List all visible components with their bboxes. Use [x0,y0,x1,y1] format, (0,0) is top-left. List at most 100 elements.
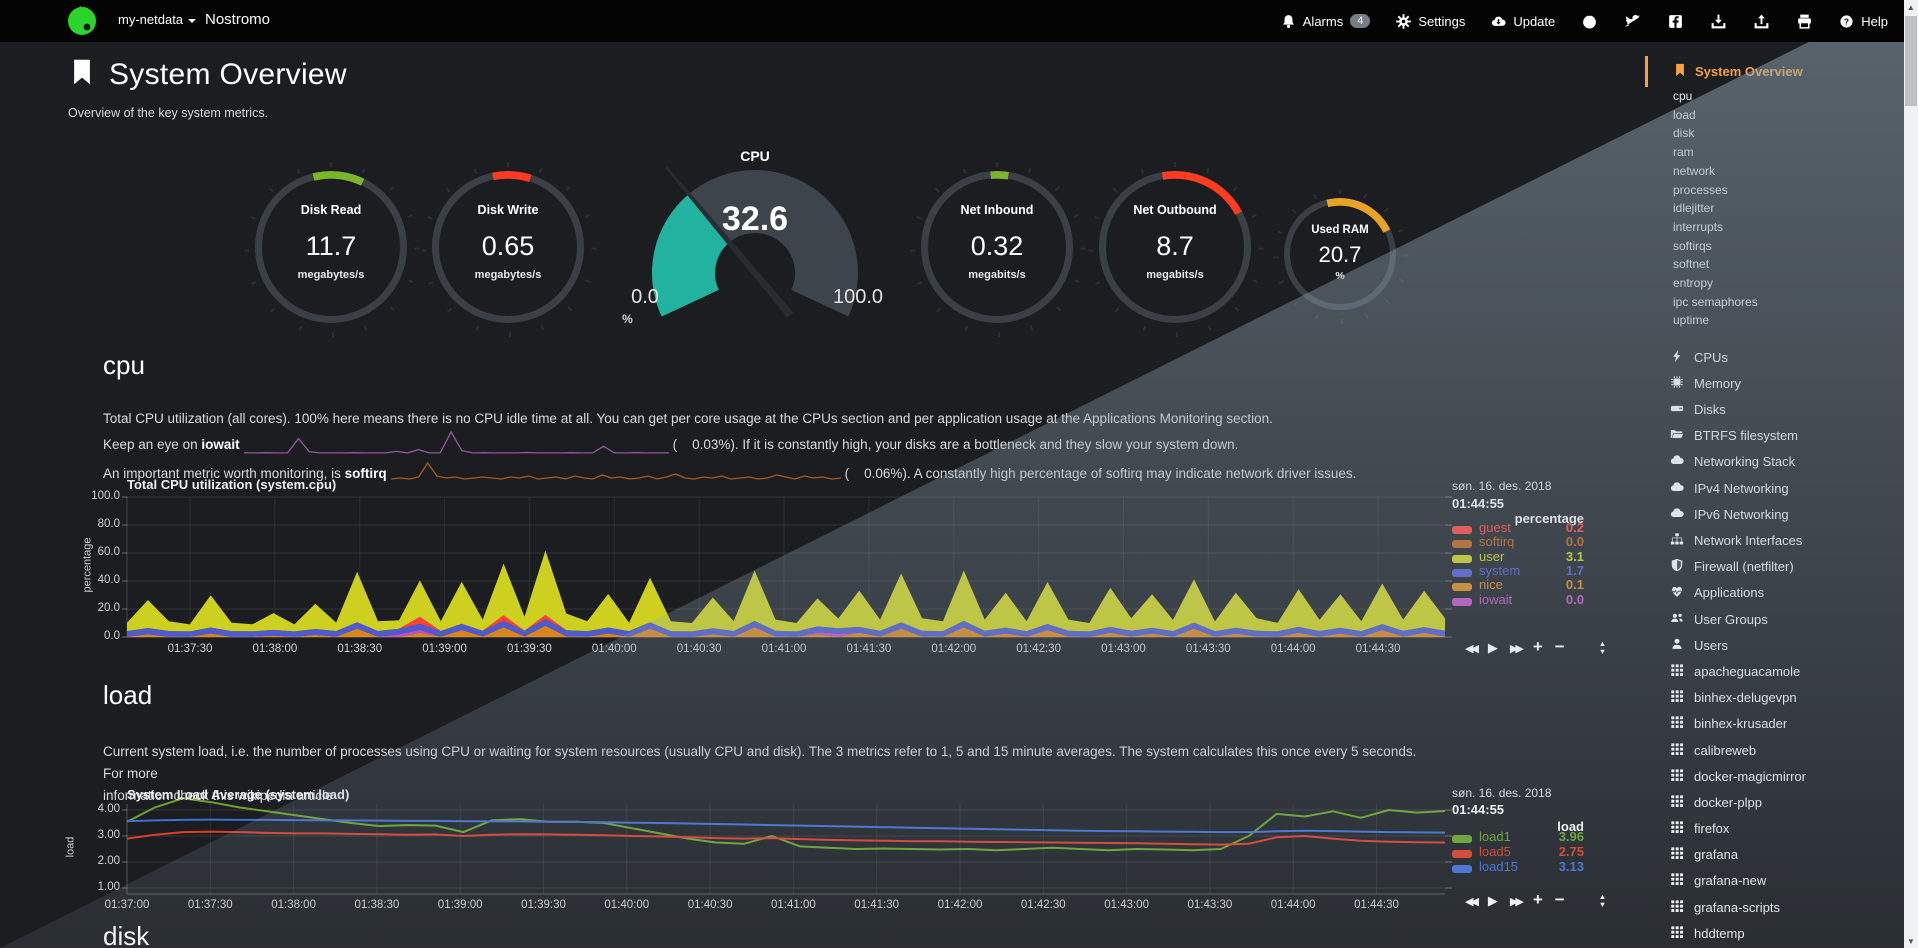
toolbar-play-button[interactable]: ▶ [1487,892,1498,908]
toolbar-pan-forward-button[interactable]: ▶▶ [1509,642,1524,655]
sidebar-item-system-overview[interactable]: System Overview [1645,56,1903,87]
server-title: Nostromo [205,11,271,28]
legend-swatch [1452,568,1472,577]
heartbeat-icon [1670,584,1684,601]
sidebar-item-hddtemp[interactable]: hddtemp [1670,920,1903,946]
sidebar-item-firewall-netfilter-[interactable]: Firewall (netfilter) [1670,554,1903,580]
sidebar-item-cpus[interactable]: CPUs [1670,344,1903,370]
twitter-icon [1624,13,1641,30]
sidebar-item-softnet[interactable]: softnet [1673,257,1710,272]
toolbar-pan-forward-button[interactable]: ▶▶ [1509,895,1524,908]
shield-icon [1670,558,1684,575]
nav-item-settings[interactable]: Settings [1396,14,1465,29]
legend-row-load15[interactable]: load15 3.13 [1452,859,1584,877]
gauge-value: 0.32 [970,231,1024,261]
toolbar-pan-backward-button[interactable]: ◀◀ [1465,642,1479,655]
toolbar-zoom-out-button[interactable]: − [1554,637,1565,656]
chevron-down-icon [188,18,197,23]
net-inbound-gauge[interactable]: Net Inbound 0.32 megabits/s [910,162,1086,337]
toolbar-zoom-out-button[interactable]: − [1554,890,1565,909]
cpu-gauge-title: CPU [740,148,770,164]
nav-item-alarms[interactable]: Alarms 4 [1281,14,1371,29]
sidebar-item-firefox[interactable]: firefox [1670,816,1903,842]
toolbar-resize-button[interactable]: ▲ ▼ [1598,638,1607,656]
sidebar-item-uptime[interactable]: uptime [1673,313,1710,328]
sidebar-item-memory[interactable]: Memory [1670,370,1903,396]
sidebar-item-calibreweb[interactable]: calibreweb [1670,737,1903,763]
bookmark-icon [1673,63,1687,80]
sidebar-item-grafana-scripts[interactable]: grafana-scripts [1670,894,1903,920]
nav-item-import[interactable] [1753,13,1770,30]
y-tick-label: 4.00 [97,802,120,815]
disk-write-gauge[interactable]: Disk Write 0.65 megabytes/s [421,162,597,337]
sidebar-item-ipv4-networking[interactable]: IPv4 Networking [1670,475,1903,501]
scrollbar-thumb[interactable] [1905,16,1917,106]
sidebar-item-applications[interactable]: Applications [1670,580,1903,606]
cpu-description: Total CPU utilization (all cores). 100% … [103,408,1433,488]
scrollbar-up-arrow[interactable]: ▲ [1907,2,1915,12]
sidebar-item-user-groups[interactable]: User Groups [1670,606,1903,632]
used-ram-gauge[interactable]: Used RAM 20.7% [1273,189,1409,324]
softirq-sparkline-chart[interactable] [390,461,841,490]
sidebar-item-users[interactable]: Users [1670,632,1903,658]
toolbar-resize-button[interactable]: ▲ ▼ [1598,891,1607,909]
nav-item-update[interactable]: Update [1491,14,1555,29]
sidebar-item-binhex-krusader[interactable]: binhex-krusader [1670,711,1903,737]
net-outbound-gauge[interactable]: Net Outbound 8.7 megabits/s [1088,162,1264,337]
sidebar-item-ipv6-networking[interactable]: IPv6 Networking [1670,501,1903,527]
nav-item-print[interactable] [1796,13,1813,30]
sidebar-item-idlejitter[interactable]: idlejitter [1673,201,1715,216]
legend-swatch [1452,835,1472,843]
sidebar-item-softirqs[interactable]: softirqs [1673,238,1712,253]
toolbar-zoom-in-button[interactable]: + [1532,637,1543,656]
x-tick-label: 01:44:00 [1270,643,1316,655]
nav-item-help[interactable]: ? Help [1839,14,1888,29]
sidebar-item-ipc-semaphores[interactable]: ipc semaphores [1673,294,1758,309]
legend-row-iowait[interactable]: iowait 0.0 [1452,592,1584,609]
sidebar-item-network-interfaces[interactable]: Network Interfaces [1670,527,1903,553]
gauge-title: Disk Read [300,203,362,217]
sidebar-item-networking-stack[interactable]: Networking Stack [1670,449,1903,475]
iowait-sparkline-chart[interactable] [243,430,669,463]
toolbar-zoom-in-button[interactable]: + [1532,890,1543,909]
sidebar-item-interrupts[interactable]: interrupts [1673,219,1724,234]
disk-read-gauge[interactable]: Disk Read 11.7 megabytes/s [244,162,420,337]
sidebar-item-grafana[interactable]: grafana [1670,842,1903,868]
sidebar-item-disk[interactable]: disk [1673,126,1695,141]
chart-plot-area[interactable] [122,496,1452,638]
nav-item-export[interactable] [1710,13,1727,30]
x-tick-label: 01:41:00 [771,899,816,911]
nav-item-github[interactable] [1581,13,1598,30]
sidebar-item-btrfs-filesystem[interactable]: BTRFS filesystem [1670,423,1903,449]
x-tick-label: 01:38:30 [354,899,400,911]
cpu-gauge-value: 32.6 [721,200,789,238]
sidebar-item-load[interactable]: load [1673,107,1696,122]
sidebar-item-binhex-delugevpn[interactable]: binhex-delugevpn [1670,685,1903,711]
sidebar-item-processes[interactable]: processes [1673,182,1728,197]
nav-item-twitter[interactable] [1624,13,1641,30]
sidebar-item-docker-plpp[interactable]: docker-plpp [1670,789,1903,815]
netdata-logo-icon[interactable] [66,5,98,37]
gauge-value: 8.7 [1156,231,1194,261]
sidebar-item-network[interactable]: network [1673,163,1716,178]
x-tick-label: 01:37:00 [104,899,150,911]
gauge-title: Disk Write [477,203,539,217]
toolbar-play-button[interactable]: ▶ [1487,639,1498,655]
sidebar-item-cpu[interactable]: cpu [1673,89,1693,103]
chart-plot-area[interactable] [122,797,1452,895]
x-tick-label: 01:37:30 [187,899,233,911]
scrollbar-down-arrow[interactable]: ▼ [1907,936,1915,946]
sidebar-item-entropy[interactable]: entropy [1673,276,1714,291]
hostname-dropdown[interactable]: my-netdata [118,12,197,27]
sidebar-item-apacheguacamole[interactable]: apacheguacamole [1670,658,1903,684]
sidebar-item-disks[interactable]: Disks [1670,397,1903,423]
sidebar-item-ram[interactable]: ram [1673,145,1694,160]
x-tick-label: 01:41:00 [761,643,807,655]
nav-item-facebook[interactable] [1667,13,1684,30]
toolbar-pan-backward-button[interactable]: ◀◀ [1465,895,1479,908]
x-tick-label: 01:39:00 [422,643,467,655]
sidebar-item-grafana-new[interactable]: grafana-new [1670,868,1903,894]
page-scrollbar[interactable]: ▲ ▼ [1904,0,1918,948]
sidebar-item-docker-magicmirror[interactable]: docker-magicmirror [1670,763,1903,789]
page-subtitle: Overview of the key system metrics. [68,106,269,120]
